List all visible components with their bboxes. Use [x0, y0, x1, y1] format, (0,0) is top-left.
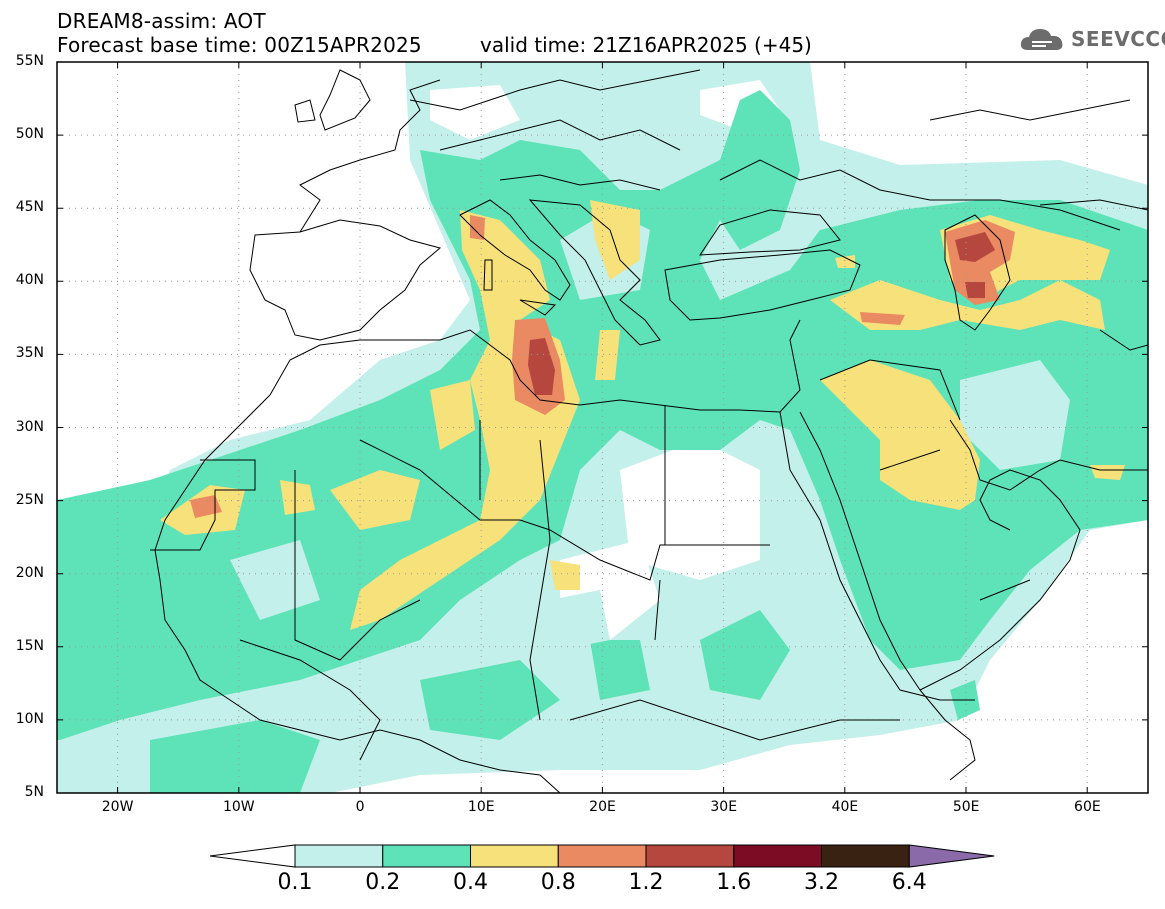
colorbar-label: 3.2 — [804, 870, 839, 895]
colorbar-label: 0.8 — [540, 870, 576, 895]
aot-field — [57, 62, 1148, 793]
lat-label: 10N — [15, 710, 44, 727]
lon-label: 10E — [467, 799, 495, 815]
colorbar-over-triangle — [908, 844, 995, 868]
colorbar-label: 0.2 — [365, 870, 401, 895]
lat-label: 40N — [15, 272, 44, 289]
lat-label: 25N — [15, 491, 44, 508]
lat-label: 50N — [15, 126, 44, 143]
colorbar-swatch — [645, 844, 735, 868]
colorbar-swatch — [821, 844, 910, 868]
lat-label: 55N — [15, 53, 44, 69]
colorbar-swatch — [557, 844, 647, 868]
lat-label: 5N — [24, 784, 44, 800]
lon-label: 20W — [101, 799, 134, 815]
logo-text: SEEVCCC — [1071, 27, 1165, 51]
lon-label: 40E — [831, 799, 859, 815]
colorbar-swatch — [470, 844, 559, 868]
lat-label: 20N — [15, 564, 44, 581]
aot-level-0.4 — [350, 210, 580, 630]
aot-level-1.2 — [528, 338, 555, 395]
cloud-icon — [1020, 29, 1063, 50]
colorbar-label: 1.6 — [716, 870, 752, 895]
lon-label: 10W — [222, 799, 255, 815]
coastlines — [150, 69, 1148, 793]
lat-label: 35N — [15, 345, 44, 362]
map-title: DREAM8-assim: AOT — [57, 9, 266, 33]
lon-label: 50E — [952, 799, 980, 815]
lon-label: 30E — [710, 799, 738, 815]
lon-label: 60E — [1074, 799, 1101, 815]
colorbar-swatch — [382, 844, 471, 868]
valid-time: valid time: 21Z16APR2025 (+45) — [480, 33, 812, 57]
colorbar-label: 6.4 — [891, 870, 927, 895]
colorbar-swatch — [294, 844, 384, 868]
colorbar-label: 0.4 — [453, 870, 488, 895]
lat-label: 30N — [15, 418, 44, 435]
aot-level-0.2 — [57, 90, 1148, 740]
colorbar-label: 1.2 — [628, 870, 664, 895]
colorbar-label: 0.1 — [277, 870, 313, 895]
lat-label: 15N — [15, 637, 44, 654]
lon-label: 0 — [355, 799, 365, 815]
lon-label: 20E — [589, 799, 616, 815]
colorbar-swatch — [733, 844, 822, 868]
forecast-base-time: Forecast base time: 00Z15APR2025 — [57, 33, 422, 57]
colorbar — [209, 844, 995, 868]
lat-label: 45N — [15, 199, 44, 216]
seevccc-logo: SEEVCCC — [1018, 24, 1165, 54]
colorbar-under-triangle — [209, 844, 296, 868]
